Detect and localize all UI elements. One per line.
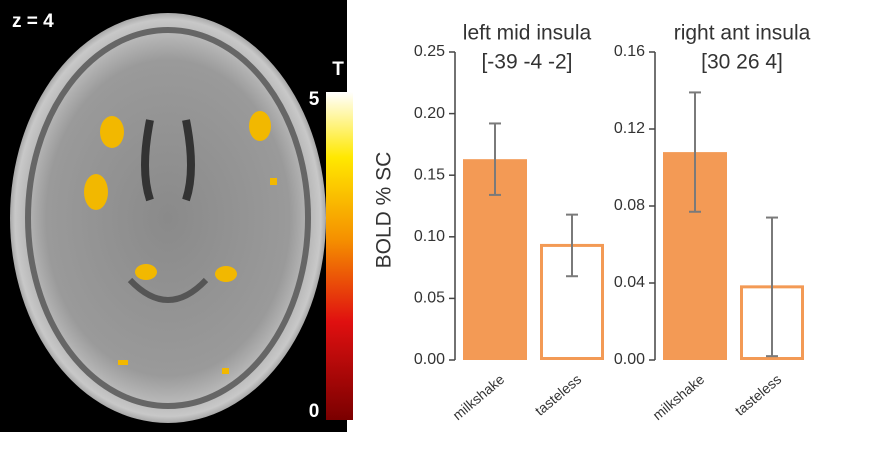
- y-tick-label: 0.10: [414, 228, 445, 245]
- cortex: [25, 27, 311, 409]
- y-tick-label: 0.00: [414, 351, 445, 368]
- y-tick-label: 0.20: [414, 105, 445, 122]
- y-tick-label: 0.16: [614, 43, 645, 60]
- y-tick-label: 0.00: [614, 351, 645, 368]
- y-tick-label: 0.15: [414, 166, 445, 183]
- chart-title: left mid insula: [463, 22, 592, 45]
- error-bar: [566, 213, 578, 278]
- y-tick-label: 0.12: [614, 120, 645, 137]
- error-bar: [489, 122, 501, 196]
- midbrain: [127, 277, 209, 303]
- slice-label: z = 4: [12, 11, 54, 32]
- x-tick-label: milkshake: [449, 371, 507, 423]
- ventricles: [141, 119, 195, 202]
- chart-subtitle: [30 26 4]: [701, 51, 783, 74]
- brain-slice: [10, 13, 326, 423]
- y-axis-label: BOLD % SC: [373, 152, 396, 269]
- activation-blobs: [84, 111, 277, 374]
- colorbar: [326, 92, 353, 420]
- brain-panel: z = 4 T: [0, 0, 353, 432]
- x-tick-label: tasteless: [532, 371, 585, 419]
- colorbar-tick-label: 0: [309, 401, 320, 422]
- error-bar: [766, 216, 778, 358]
- error-bar: [689, 91, 701, 213]
- chart-title: right ant insula: [674, 22, 811, 45]
- x-tick-label: milkshake: [649, 371, 707, 423]
- y-tick-label: 0.04: [614, 274, 645, 291]
- colorbar-title: T: [332, 59, 344, 80]
- y-tick-label: 0.25: [414, 43, 445, 60]
- chart-subtitle: [-39 -4 -2]: [481, 51, 572, 74]
- y-tick-label: 0.08: [614, 197, 645, 214]
- x-tick-label: tasteless: [732, 371, 785, 419]
- y-tick-label: 0.05: [414, 290, 445, 307]
- colorbar-tick-label: 5: [309, 89, 320, 110]
